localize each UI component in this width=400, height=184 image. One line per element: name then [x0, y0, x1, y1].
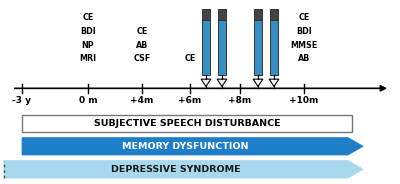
- Text: +10m: +10m: [289, 96, 319, 105]
- Text: -3 y: -3 y: [12, 96, 32, 105]
- Text: AB: AB: [298, 54, 310, 63]
- Bar: [270, 20, 278, 75]
- Text: 0 m: 0 m: [79, 96, 97, 105]
- Text: CSF: CSF: [133, 54, 151, 63]
- Text: CE: CE: [298, 13, 310, 22]
- Bar: [202, 20, 210, 75]
- Text: MRI: MRI: [80, 54, 96, 63]
- Text: +8m: +8m: [228, 96, 252, 105]
- Text: SUBJECTIVE SPEECH DISTURBANCE: SUBJECTIVE SPEECH DISTURBANCE: [94, 119, 280, 128]
- Text: NP: NP: [82, 41, 94, 50]
- Polygon shape: [217, 79, 227, 86]
- Bar: [202, 9, 210, 20]
- Polygon shape: [269, 79, 279, 86]
- Text: BDI: BDI: [296, 27, 312, 36]
- Bar: [254, 9, 262, 20]
- Text: MMSE: MMSE: [290, 41, 318, 50]
- Polygon shape: [22, 138, 363, 155]
- Text: BDI: BDI: [80, 27, 96, 36]
- Bar: [218, 9, 226, 20]
- Text: CE: CE: [184, 54, 196, 63]
- Bar: [254, 20, 262, 75]
- Polygon shape: [4, 160, 363, 178]
- Text: +6m: +6m: [178, 96, 202, 105]
- Text: AB: AB: [136, 41, 148, 50]
- Text: DEPRESSIVE SYNDROME: DEPRESSIVE SYNDROME: [111, 165, 241, 174]
- Bar: [218, 20, 226, 75]
- Polygon shape: [201, 79, 211, 86]
- Text: +4m: +4m: [130, 96, 154, 105]
- Text: MEMORY DYSFUNCTION: MEMORY DYSFUNCTION: [122, 142, 248, 151]
- Text: CE: CE: [136, 27, 148, 36]
- Bar: [22, 114, 352, 132]
- Text: CE: CE: [82, 13, 94, 22]
- Polygon shape: [253, 79, 263, 86]
- Bar: [270, 9, 278, 20]
